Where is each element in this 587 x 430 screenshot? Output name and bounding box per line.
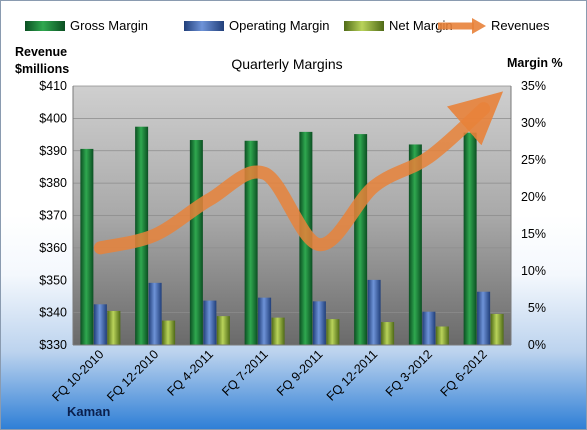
- operating-margin-bar: [148, 282, 162, 345]
- net-margin-bar: [216, 316, 230, 345]
- left-tick-label: $400: [39, 111, 67, 125]
- net-margin-bar: [490, 313, 504, 345]
- gross-margin-bar: [354, 134, 368, 345]
- left-tick-label: $370: [39, 209, 67, 223]
- revenues-legend-arrowhead: [472, 18, 486, 34]
- gross-margin-bar: [80, 148, 94, 345]
- operating-margin-bar: [203, 300, 217, 345]
- left-tick-label: $410: [39, 79, 67, 93]
- x-tick-label: FQ 12-2010: [104, 347, 161, 404]
- gross-margin-legend-label: Gross Margin: [70, 18, 148, 33]
- left-tick-label: $360: [39, 241, 67, 255]
- chart-title: Quarterly Margins: [231, 56, 342, 72]
- gross-margin-bar: [463, 132, 477, 345]
- left-tick-label: $340: [39, 306, 67, 320]
- operating-margin-bar: [477, 291, 491, 345]
- left-tick-label: $380: [39, 176, 67, 190]
- right-tick-label: 0%: [528, 338, 546, 352]
- operating-margin-bar: [367, 279, 381, 345]
- x-tick-label: FQ 6-2012: [438, 347, 490, 399]
- gross-margin-bar: [408, 144, 422, 345]
- bars: [80, 126, 504, 345]
- x-tick-label: FQ 4-2011: [164, 347, 216, 399]
- net-margin-legend-swatch: [344, 21, 384, 31]
- net-margin-legend-label: Net Margin: [389, 18, 453, 33]
- right-tick-label: 20%: [521, 190, 546, 204]
- operating-margin-legend-swatch: [184, 21, 224, 31]
- x-tick-label: FQ 9-2011: [274, 347, 326, 399]
- operating-margin-bar: [258, 297, 272, 345]
- net-margin-bar: [162, 320, 176, 345]
- net-margin-bar: [271, 317, 285, 345]
- operating-margin-bar: [93, 304, 107, 345]
- x-tick-label: FQ 3-2012: [383, 347, 435, 399]
- net-margin-bar: [435, 326, 449, 345]
- revenues-legend-label: Revenues: [491, 18, 550, 33]
- left-tick-label: $390: [39, 144, 67, 158]
- left-axis-title-line2: $millions: [15, 62, 69, 76]
- x-tick-label: FQ 7-2011: [219, 347, 271, 399]
- gross-margin-bar: [189, 140, 203, 345]
- gross-margin-legend-swatch: [25, 21, 65, 31]
- right-tick-label: 15%: [521, 227, 546, 241]
- operating-margin-bar: [422, 311, 436, 345]
- left-tick-label: $350: [39, 273, 67, 287]
- net-margin-bar: [381, 322, 395, 345]
- right-tick-label: 10%: [521, 264, 546, 278]
- revenue-line: [93, 91, 504, 255]
- right-tick-label: 25%: [521, 153, 546, 167]
- operating-margin-legend-label: Operating Margin: [229, 18, 329, 33]
- operating-margin-bar: [312, 301, 326, 345]
- left-axis-title-line1: Revenue: [15, 45, 67, 59]
- revenues-line: [93, 91, 504, 255]
- right-axis-title: Margin %: [507, 56, 563, 70]
- net-margin-bar: [107, 310, 121, 345]
- company-label: Kaman: [67, 404, 110, 419]
- net-margin-bar: [326, 319, 340, 345]
- x-tick-label: FQ 12-2011: [324, 347, 380, 403]
- gross-margin-bar: [244, 140, 258, 345]
- x-tick-label: FQ 10-2010: [49, 347, 106, 404]
- left-tick-label: $330: [39, 338, 67, 352]
- right-tick-label: 35%: [521, 79, 546, 93]
- right-tick-label: 5%: [528, 301, 546, 315]
- right-tick-label: 30%: [521, 116, 546, 130]
- legend: Gross Margin Operating Margin Net Margin Re…: [25, 18, 550, 34]
